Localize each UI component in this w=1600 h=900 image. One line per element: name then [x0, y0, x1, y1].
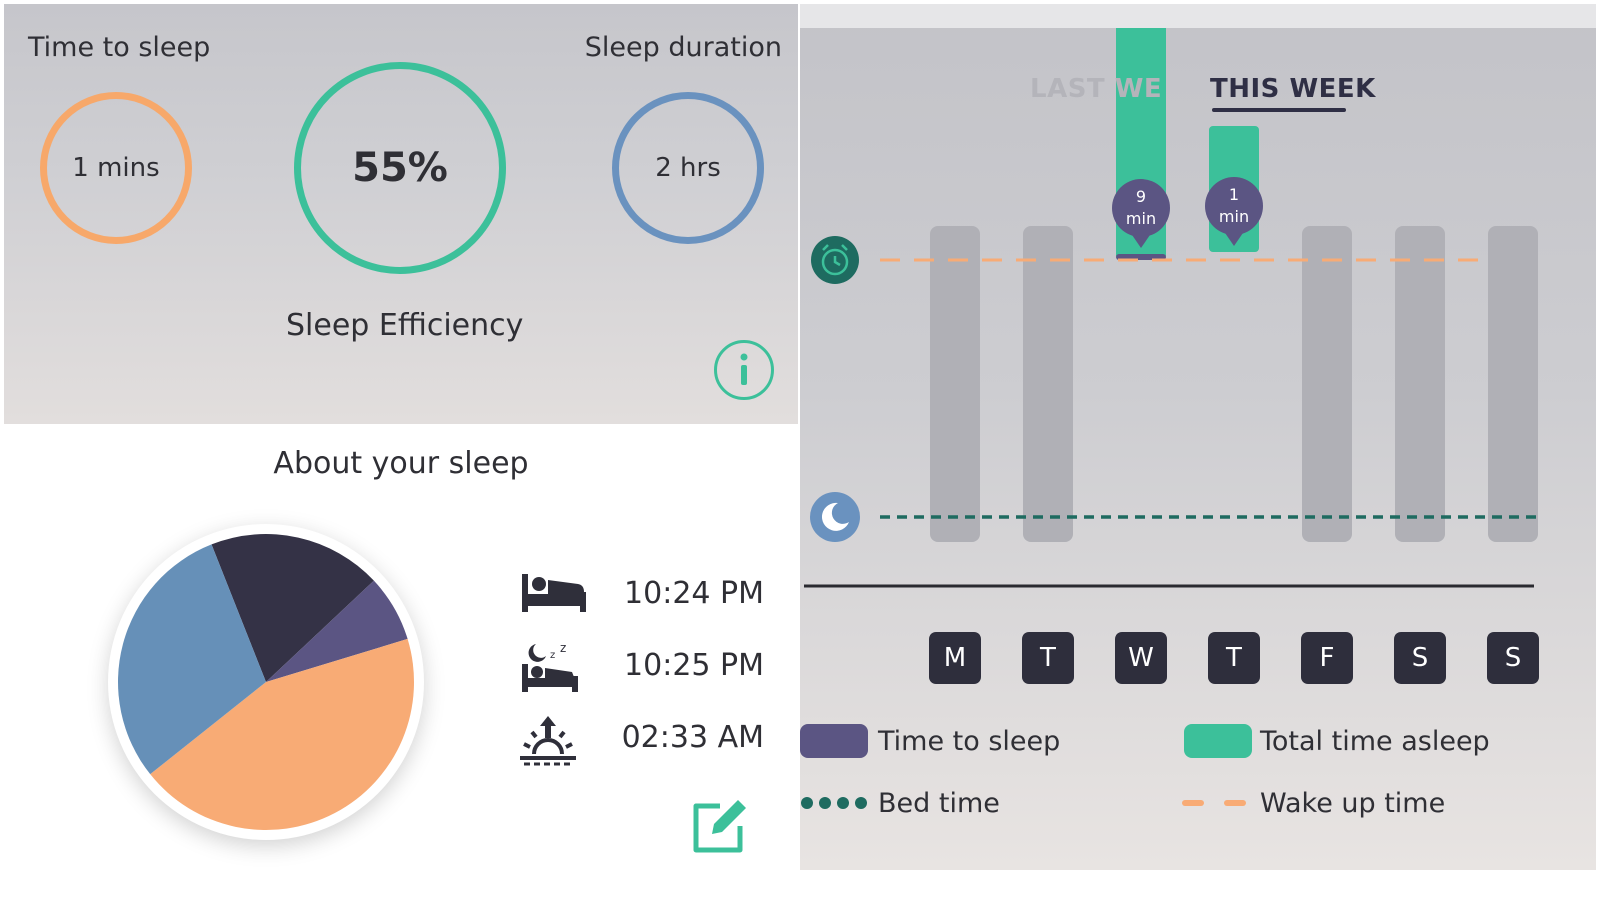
- legend-swatch-bed-time: [801, 797, 867, 809]
- day-button-3[interactable]: T: [1208, 632, 1260, 684]
- svg-text:z: z: [550, 650, 555, 661]
- day-button-4[interactable]: F: [1301, 632, 1353, 684]
- sleep-duration-value: 2 hrs: [655, 153, 721, 183]
- bar-empty-1: [1023, 226, 1073, 542]
- pin-value: 1: [1229, 185, 1239, 204]
- info-icon: [740, 353, 748, 385]
- moon-icon: [810, 492, 860, 542]
- sleep-time-row: z z 10:25 PM: [520, 642, 790, 692]
- active-tab-underline: [1212, 108, 1346, 112]
- pie-slice-orange: [150, 638, 414, 830]
- sleep-duration-ring: 2 hrs: [612, 92, 764, 244]
- bed-icon: [522, 574, 586, 612]
- top-band: [800, 4, 1596, 28]
- legend-total-time-asleep: Total time asleep: [1260, 726, 1490, 757]
- sleeping-icon: z z: [522, 642, 578, 692]
- weekly-sleep-chart: 9 min 1 min: [804, 28, 1540, 588]
- edit-button[interactable]: [690, 796, 750, 860]
- summary-panel: Time to sleep Sleep duration 1 mins 55% …: [4, 4, 798, 424]
- alarm-icon: [811, 236, 859, 284]
- tab-last-week[interactable]: LAST WE: [1030, 74, 1163, 104]
- pin-unit: min: [1219, 207, 1249, 226]
- bar-empty-0: [930, 226, 980, 542]
- pin-unit: min: [1126, 209, 1156, 228]
- svg-text:z: z: [560, 642, 566, 655]
- day-button-1[interactable]: T: [1022, 632, 1074, 684]
- legend-swatch-total-asleep: [1184, 724, 1252, 758]
- bar-empty-4: [1302, 226, 1352, 542]
- legend-bed-time: Bed time: [878, 788, 1000, 819]
- time-to-sleep-label: Time to sleep: [28, 32, 211, 63]
- day-button-5[interactable]: S: [1394, 632, 1446, 684]
- pie-slice-blue: [117, 544, 267, 775]
- bar-empty-5: [1395, 226, 1445, 542]
- sunrise-icon: [520, 716, 576, 766]
- time-to-sleep-pin-t: 1 min: [1205, 177, 1263, 246]
- pie-slice-slate: [211, 534, 374, 682]
- tab-this-week[interactable]: THIS WEEK: [1210, 74, 1376, 104]
- bar-empty-6: [1488, 226, 1538, 542]
- edit-icon: [693, 800, 746, 853]
- bed-time-value: 10:24 PM: [624, 576, 764, 611]
- bed-time-row: 10:24 PM: [520, 570, 790, 620]
- about-title: About your sleep: [273, 446, 529, 481]
- wake-time-value: 02:33 AM: [621, 720, 764, 755]
- pie-slice-purple: [266, 580, 408, 682]
- sleep-efficiency-value: 55%: [352, 145, 448, 191]
- day-button-6[interactable]: S: [1487, 632, 1539, 684]
- sleep-efficiency-label: Sleep Efficiency: [286, 308, 524, 343]
- sleep-efficiency-ring: 55%: [294, 62, 506, 274]
- legend-swatch-time-to-sleep: [800, 724, 868, 758]
- day-button-0[interactable]: M: [929, 632, 981, 684]
- sleep-pie-chart: [108, 524, 424, 840]
- legend-time-to-sleep: Time to sleep: [878, 726, 1061, 757]
- sleep-time-value: 10:25 PM: [624, 648, 764, 683]
- time-to-sleep-ring: 1 mins: [40, 92, 192, 244]
- legend-wake-up-time: Wake up time: [1260, 788, 1446, 819]
- pin-value: 9: [1136, 187, 1146, 206]
- time-to-sleep-value: 1 mins: [72, 153, 160, 183]
- legend-swatch-wake-time: [1182, 800, 1246, 806]
- about-panel: About your sleep 10:24 PM z z 10:25 PM: [4, 424, 798, 900]
- day-button-2[interactable]: W: [1115, 632, 1167, 684]
- info-button[interactable]: [714, 340, 774, 400]
- time-to-sleep-pin-w: 9 min: [1112, 179, 1170, 248]
- wake-time-row: 02:33 AM: [520, 714, 790, 766]
- sleep-duration-label: Sleep duration: [584, 32, 782, 63]
